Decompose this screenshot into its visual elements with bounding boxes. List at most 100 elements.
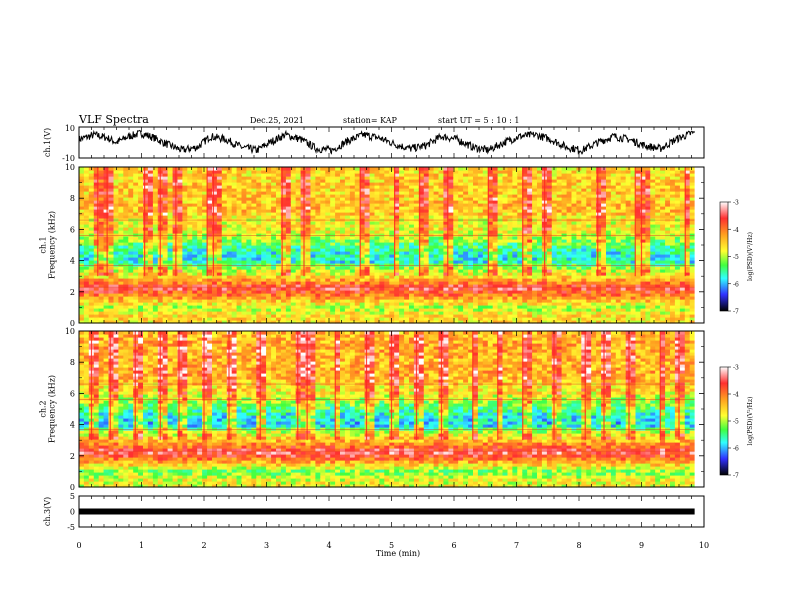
ch1-spectrogram-cell xyxy=(266,191,272,195)
ch1-spectrogram-cell xyxy=(256,281,262,285)
ch1-spectrogram-cell xyxy=(325,284,331,288)
ch1-spectrogram-cell xyxy=(300,224,307,228)
ch1-spectrogram-cell xyxy=(369,203,376,207)
ch1-spectrogram-cell xyxy=(212,311,218,315)
ch1-spectrogram-cell xyxy=(394,302,400,306)
ch1-spectrogram-cell xyxy=(202,290,208,294)
ch1-spectrogram-cell xyxy=(103,233,110,237)
ch1-spectrogram-cell xyxy=(354,248,361,252)
ch1-spectrogram-cell xyxy=(280,242,287,246)
ch1-spectrogram-cell xyxy=(98,263,105,267)
ch1-spectrogram-cell xyxy=(162,284,169,288)
ch1-spectrogram-cell xyxy=(305,203,312,207)
ch1-spectrogram-cell xyxy=(276,239,282,243)
ch1-spectrogram-cell xyxy=(428,212,435,216)
ch1-spectrogram-cell xyxy=(157,284,164,288)
ch1-spectrogram-cell xyxy=(305,263,312,267)
ch1-spectrogram-cell xyxy=(325,179,331,183)
ch1-spectrogram-cell xyxy=(320,320,326,324)
ch1-spectrogram-cell xyxy=(202,248,208,252)
ch1-spectrogram-cell xyxy=(354,197,361,201)
ch1-spectrogram-cell xyxy=(143,179,149,183)
ch1-spectrogram-cell xyxy=(187,188,193,192)
ch1-spectrogram-cell xyxy=(251,194,257,198)
ch1-spectrogram-cell xyxy=(404,281,410,285)
ch1-spectrogram-cell xyxy=(428,233,435,237)
ch1-spectrogram-cell xyxy=(502,254,509,258)
ch1-spectrogram-cell xyxy=(443,275,449,279)
ch1-spectrogram-cell xyxy=(113,296,120,300)
ch1-spectrogram-cell xyxy=(98,245,105,249)
ch1-spectrogram-cell xyxy=(369,173,376,177)
ch1-spectrogram-cell xyxy=(473,242,479,246)
ch1-spectrogram-cell xyxy=(384,287,390,291)
ch1-spectrogram-cell xyxy=(295,290,302,294)
ch1-spectrogram-cell xyxy=(221,194,228,198)
ch1-spectrogram-cell xyxy=(103,206,110,210)
ch1-spectrogram-cell xyxy=(108,296,115,300)
ch1-spectrogram-cell xyxy=(463,263,469,267)
ch1-spectrogram-cell xyxy=(212,224,218,228)
ch1-spectrogram-cell xyxy=(271,257,277,261)
ch1-spectrogram-cell xyxy=(261,314,267,318)
ch1-spectrogram-cell xyxy=(202,176,208,180)
ch1-spectrogram-cell xyxy=(359,212,366,216)
ch1-spectrogram-cell xyxy=(330,200,336,204)
ch1-spectrogram-cell xyxy=(458,260,464,264)
ch1-spectrogram-cell xyxy=(271,314,277,318)
ch1-spectrogram-cell xyxy=(103,284,110,288)
ch1-spectrogram-cell xyxy=(369,191,376,195)
ch1-spectrogram-cell xyxy=(133,194,139,198)
ch1-spectrogram-cell xyxy=(113,257,120,261)
ch1-spectrogram-cell xyxy=(418,194,425,198)
ch1-spectrogram-cell xyxy=(241,275,248,279)
ch1-spectrogram-cell xyxy=(88,293,95,297)
ch1-spectrogram-cell xyxy=(335,209,341,213)
ch1-spectrogram-cell xyxy=(433,197,440,201)
ch1-spectrogram-cell xyxy=(83,293,90,297)
ch1-spectrogram-cell xyxy=(177,215,184,219)
ch1-spectrogram-cell xyxy=(236,299,243,303)
ch1-spectrogram-cell xyxy=(335,311,341,315)
ch1-spectrogram-cell xyxy=(256,293,262,297)
ch1-spectrogram-cell xyxy=(310,293,317,297)
ch1-spectrogram-cell xyxy=(492,167,499,171)
ch1-spectrogram-cell xyxy=(497,206,504,210)
ch1-spectrogram-cell xyxy=(335,215,341,219)
ch1-spectrogram-cell xyxy=(103,272,110,276)
ch1-spectrogram-cell xyxy=(482,287,489,291)
ch1-spectrogram-cell xyxy=(246,212,252,216)
ch1-spectrogram-cell xyxy=(384,284,390,288)
ch1-spectrogram-cell xyxy=(394,314,400,318)
ch1-spectrogram-cell xyxy=(231,194,238,198)
ch1-spectrogram-cell xyxy=(394,311,400,315)
ch1-spectrogram-cell xyxy=(428,230,435,234)
ch1-spectrogram-cell xyxy=(413,284,420,288)
ch1-spectrogram-cell xyxy=(128,203,134,207)
ch1-spectrogram-cell xyxy=(487,191,494,195)
ch1-spectrogram-cell xyxy=(216,176,223,180)
ch1-spectrogram-cell xyxy=(113,173,120,177)
ch1-spectrogram-cell xyxy=(108,185,115,189)
ch1-spectrogram-cell xyxy=(423,182,430,186)
ch1-spectrogram-cell xyxy=(340,293,346,297)
ch1-spectrogram-cell xyxy=(497,221,504,225)
ch1-spectrogram-cell xyxy=(413,317,420,321)
ch1-spectrogram-cell xyxy=(482,242,489,246)
ch1-spectrogram-cell xyxy=(497,287,504,291)
ch1-spectrogram-cell xyxy=(463,197,469,201)
ch1-spectrogram-cell xyxy=(354,182,361,186)
ch1-spectrogram-cell xyxy=(453,173,459,177)
ch1-spectrogram-cell xyxy=(182,176,188,180)
ch1-spectrogram-cell xyxy=(379,248,385,252)
ch1-spectrogram-cell xyxy=(300,248,307,252)
ch1-spectrogram-cell xyxy=(212,272,218,276)
ch1-spectrogram-cell xyxy=(236,257,243,261)
ch1-spectrogram-cell xyxy=(261,248,267,252)
ch1-spectrogram-cell xyxy=(428,281,435,285)
ch1-spectrogram-cell xyxy=(236,296,243,300)
ch1-spectrogram-cell xyxy=(315,233,321,237)
ch1-spectrogram-cell xyxy=(271,311,277,315)
ch1-spectrogram-cell xyxy=(487,245,494,249)
ch1-spectrogram-cell xyxy=(305,269,312,273)
